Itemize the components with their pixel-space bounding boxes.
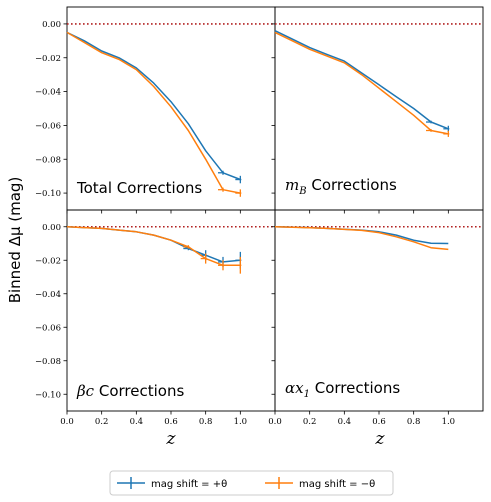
panel-1: mB Corrections [271,6,484,214]
x-tick-label-3-4: 0.8 [407,417,421,427]
y-tick-label-0-5: −0.10 [35,189,61,199]
x-tick-label-2-4: 0.8 [199,417,213,427]
panel-title-1: mB Corrections [285,176,397,197]
panel-title-0: Total Corrections [76,179,202,197]
legend-item-minus: mag shift = −θ [265,477,375,490]
y-tick-label-0-0: 0.00 [42,20,61,30]
y-axis-label: Binned Δμ (mag) [6,177,24,304]
y-tick-label-2-0: 0.00 [42,223,61,233]
x-tick-label-2-3: 0.6 [164,417,178,427]
x-tick-label-3-0: 0.0 [268,417,282,427]
x-tick-label-2-1: 0.2 [95,417,109,427]
y-tick-label-2-2: −0.04 [35,290,61,300]
series-line-3-0 [274,226,449,245]
y-tick-label-2-5: −0.10 [35,390,61,400]
series-line-0-0 [66,31,241,181]
panel-3: 0.0 0.2 0.4 0.6 0.8 1.0 αx1 Corrections [268,209,484,427]
x-tick-label-3-2: 0.4 [338,417,352,427]
y-tick-label-0-2: −0.04 [35,88,61,98]
y-tick-label-0-1: −0.02 [35,54,61,64]
series-line-2-0 [66,226,241,263]
x-tick-label-2-2: 0.4 [130,417,144,427]
legend-label-plus: mag shift = +θ [151,479,227,490]
x-tick-label-3-5: 1.0 [442,417,456,427]
y-tick-label-2-3: −0.06 [35,323,61,333]
series-line-3-1 [274,226,449,251]
panel-title-2: βc Corrections [76,382,184,400]
series-line-0-1 [66,31,241,194]
panel-0: 0.00 −0.02 −0.04 −0.06 −0.08 −0.10 Total Corre… [35,6,276,214]
y-tick-label-0-4: −0.08 [35,155,61,165]
series-line-1-1 [274,31,449,135]
y-tick-label-2-4: −0.08 [35,357,61,367]
legend-frame [109,470,394,496]
panel-2: 0.00 −0.02 −0.04 −0.06 −0.08 −0.10 0.0 0.2 0.4 0.… [35,209,276,427]
x-tick-label-2-5: 1.0 [234,417,248,427]
legend: mag shift = +θ mag shift = −θ [109,470,394,496]
panel-title-3: αx1 Corrections [285,379,400,400]
series-line-1-0 [274,30,449,130]
legend-item-plus: mag shift = +θ [117,477,227,490]
x-tick-label-2-0: 0.0 [60,417,74,427]
x-tick-label-3-3: 0.6 [372,417,386,427]
series-line-2-1 [66,226,241,267]
x-tick-label-3-1: 0.2 [303,417,317,427]
x-axis-label-right: z [375,429,386,449]
y-tick-label-2-1: −0.02 [35,256,61,266]
y-tick-label-0-3: −0.06 [35,121,61,131]
x-axis-label-left: z [166,429,177,449]
legend-label-minus: mag shift = −θ [299,479,375,490]
